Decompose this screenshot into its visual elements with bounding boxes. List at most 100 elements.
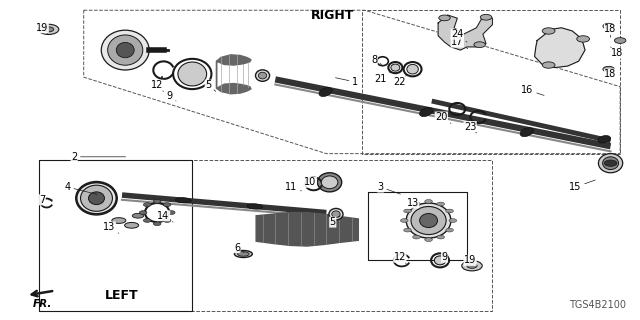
Ellipse shape	[598, 154, 623, 173]
Text: 24: 24	[451, 29, 467, 42]
Circle shape	[462, 261, 482, 271]
Ellipse shape	[237, 252, 249, 256]
Circle shape	[44, 27, 54, 32]
Text: 18: 18	[604, 68, 617, 79]
Text: 3: 3	[378, 182, 401, 194]
Circle shape	[480, 14, 492, 20]
Text: 10: 10	[304, 177, 320, 187]
Circle shape	[425, 199, 433, 203]
Circle shape	[143, 219, 151, 222]
Circle shape	[437, 202, 445, 206]
Text: 16: 16	[522, 85, 544, 95]
Circle shape	[143, 203, 151, 207]
Text: 1: 1	[335, 77, 358, 87]
Ellipse shape	[317, 173, 342, 192]
Text: 19: 19	[464, 255, 476, 266]
Ellipse shape	[329, 208, 343, 220]
Ellipse shape	[255, 70, 269, 81]
Polygon shape	[534, 28, 585, 68]
Circle shape	[614, 38, 626, 44]
Circle shape	[445, 209, 453, 213]
Circle shape	[425, 238, 433, 242]
Circle shape	[163, 219, 171, 222]
Circle shape	[413, 202, 420, 206]
Ellipse shape	[321, 176, 338, 189]
Text: 21: 21	[374, 72, 390, 84]
Text: 13: 13	[406, 198, 419, 209]
Text: 13: 13	[103, 222, 119, 233]
Ellipse shape	[319, 87, 332, 96]
Circle shape	[154, 222, 161, 226]
Ellipse shape	[420, 213, 438, 228]
Circle shape	[163, 203, 171, 207]
Circle shape	[140, 211, 147, 214]
Circle shape	[413, 235, 420, 239]
Ellipse shape	[112, 218, 126, 223]
Ellipse shape	[407, 64, 419, 74]
Text: TGS4B2100: TGS4B2100	[570, 300, 627, 310]
Text: 5: 5	[205, 80, 216, 91]
Text: 8: 8	[371, 55, 381, 65]
Circle shape	[437, 235, 445, 239]
Circle shape	[577, 36, 589, 42]
Circle shape	[168, 211, 175, 214]
Text: 18: 18	[604, 24, 617, 37]
Ellipse shape	[332, 211, 340, 218]
Circle shape	[474, 42, 485, 48]
Text: 19: 19	[36, 23, 49, 35]
Ellipse shape	[101, 30, 149, 70]
Ellipse shape	[175, 198, 191, 203]
Text: 17: 17	[451, 37, 468, 49]
Text: 4: 4	[65, 182, 97, 194]
Polygon shape	[216, 55, 251, 94]
Text: 6: 6	[234, 243, 244, 252]
Ellipse shape	[76, 181, 117, 215]
Ellipse shape	[81, 185, 113, 211]
Polygon shape	[438, 15, 492, 50]
Text: RIGHT: RIGHT	[311, 9, 355, 22]
Circle shape	[38, 24, 59, 35]
Circle shape	[445, 228, 453, 232]
Text: 14: 14	[157, 211, 173, 222]
Circle shape	[467, 263, 477, 268]
Text: 15: 15	[569, 180, 595, 192]
Text: 9: 9	[167, 91, 176, 101]
Text: 7: 7	[39, 195, 52, 205]
Ellipse shape	[259, 72, 267, 79]
Text: 23: 23	[464, 122, 476, 133]
Circle shape	[404, 228, 412, 232]
Text: FR.: FR.	[33, 299, 52, 308]
Text: 11: 11	[285, 182, 301, 192]
Ellipse shape	[108, 35, 143, 65]
Text: 2: 2	[71, 152, 125, 162]
Circle shape	[449, 219, 457, 222]
Circle shape	[439, 15, 451, 21]
Ellipse shape	[420, 108, 433, 116]
Ellipse shape	[132, 213, 144, 218]
Ellipse shape	[520, 128, 533, 137]
Circle shape	[404, 209, 412, 213]
Text: 18: 18	[611, 47, 623, 58]
Ellipse shape	[234, 251, 252, 258]
Text: LEFT: LEFT	[105, 289, 139, 302]
Text: 9: 9	[442, 252, 448, 264]
Ellipse shape	[598, 136, 611, 143]
Ellipse shape	[88, 192, 104, 204]
Ellipse shape	[247, 204, 263, 209]
Circle shape	[154, 199, 161, 203]
Ellipse shape	[406, 203, 451, 238]
Ellipse shape	[125, 222, 139, 228]
Circle shape	[603, 66, 614, 72]
Ellipse shape	[435, 256, 446, 265]
Ellipse shape	[116, 43, 134, 58]
Text: 12: 12	[394, 252, 406, 264]
Text: 22: 22	[394, 76, 406, 87]
Polygon shape	[256, 212, 358, 246]
Text: 5: 5	[330, 216, 340, 227]
Circle shape	[401, 219, 408, 222]
Circle shape	[604, 160, 617, 166]
Ellipse shape	[603, 157, 618, 170]
Circle shape	[542, 62, 555, 68]
Ellipse shape	[411, 206, 446, 235]
Text: 20: 20	[435, 112, 451, 123]
